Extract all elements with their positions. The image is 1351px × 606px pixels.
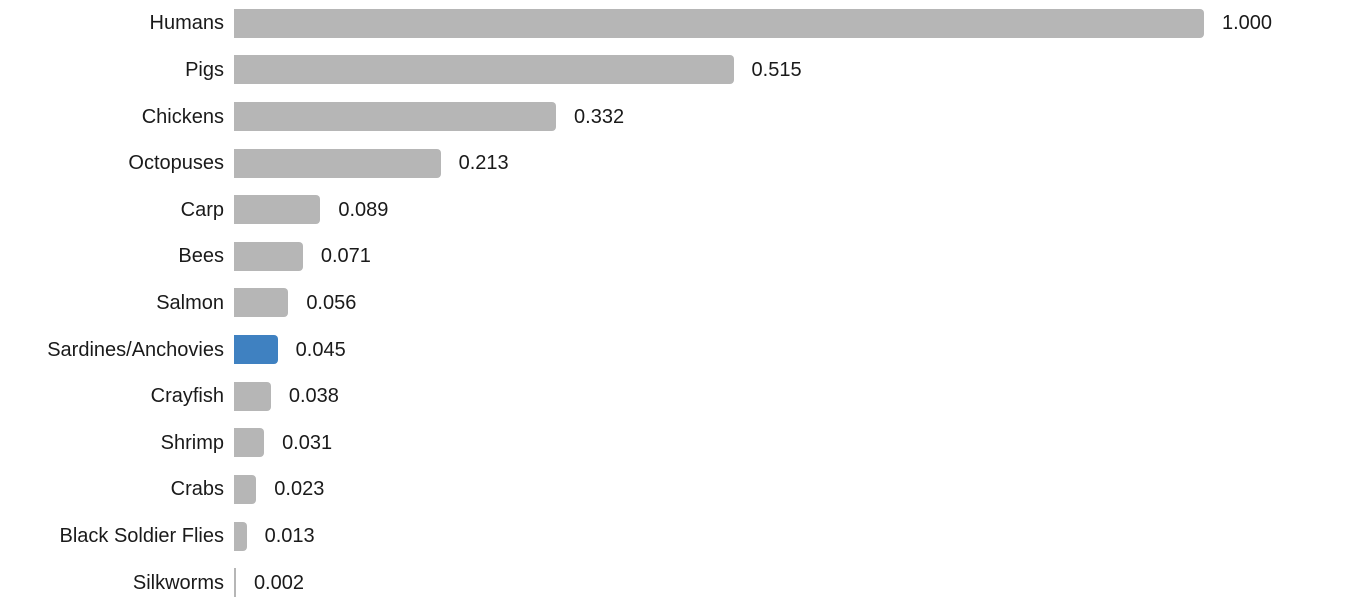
bar-area: 0.002 [234, 559, 1351, 606]
bar-area: 0.332 [234, 93, 1351, 140]
bar-area: 0.023 [234, 466, 1351, 513]
bar [234, 381, 271, 411]
bar-row: Shrimp 0.031 [0, 419, 1351, 466]
value-label: 0.213 [458, 152, 509, 175]
category-label: Pigs [185, 58, 224, 81]
category-label: Crayfish [150, 385, 224, 408]
bar-area: 0.213 [234, 140, 1351, 187]
category-label: Carp [180, 198, 224, 221]
category-label: Octopuses [128, 152, 224, 175]
bar-row: Salmon 0.056 [0, 280, 1351, 327]
value-label: 0.023 [274, 478, 325, 501]
bar [234, 288, 289, 318]
bar-area: 0.515 [234, 47, 1351, 94]
bar [234, 195, 321, 225]
bar-area: 0.038 [234, 373, 1351, 420]
bar-row: Humans 1.000 [0, 0, 1351, 47]
bar-area: 0.089 [234, 186, 1351, 233]
value-label: 0.089 [338, 198, 389, 221]
bar-row: Black Soldier Flies 0.013 [0, 513, 1351, 560]
bar-row: Pigs 0.515 [0, 47, 1351, 94]
bar-area: 0.071 [234, 233, 1351, 280]
category-label: Sardines/Anchovies [47, 338, 224, 361]
bar-row: Crayfish 0.038 [0, 373, 1351, 420]
value-label: 0.515 [751, 58, 802, 81]
bar [234, 428, 265, 458]
value-label: 0.013 [264, 525, 315, 547]
bar [234, 102, 557, 132]
bar-row: Carp 0.089 [0, 186, 1351, 233]
bar [234, 55, 734, 85]
bar-row: Chickens 0.332 [0, 93, 1351, 140]
category-label: Silkworms [132, 571, 224, 594]
bar [234, 568, 236, 598]
bar [234, 8, 1204, 38]
category-label: Salmon [156, 291, 224, 314]
bar [234, 521, 247, 551]
bar [234, 148, 441, 178]
value-label: 0.038 [288, 385, 339, 408]
category-label: Crabs [170, 478, 224, 501]
bar-area: 1.000 [234, 0, 1351, 47]
bar-area: 0.031 [234, 419, 1351, 466]
bar-area: 0.056 [234, 280, 1351, 327]
value-label: 0.071 [320, 245, 371, 268]
category-label: Shrimp [160, 431, 224, 454]
value-label: 0.056 [306, 291, 357, 314]
category-label: Bees [178, 245, 224, 268]
bar [234, 241, 303, 271]
category-label: Black Soldier Flies [59, 525, 224, 547]
value-label: 0.045 [295, 338, 346, 361]
bar [234, 335, 278, 365]
bar-row: Sardines/Anchovies 0.045 [0, 326, 1351, 373]
bar-row: Silkworms 0.002 [0, 559, 1351, 606]
value-label: 0.031 [282, 431, 333, 454]
category-label: Humans [149, 12, 224, 35]
value-label: 0.332 [574, 105, 625, 128]
bar-row: Bees 0.071 [0, 233, 1351, 280]
bar-row: Octopuses 0.213 [0, 140, 1351, 187]
bar-area: 0.013 [234, 513, 1351, 560]
bar-area: 0.045 [234, 326, 1351, 373]
category-label: Chickens [141, 105, 224, 128]
value-label: 0.002 [253, 571, 304, 594]
value-label: 1.000 [1222, 12, 1273, 35]
bar [234, 474, 257, 504]
bar-row: Crabs 0.023 [0, 466, 1351, 513]
